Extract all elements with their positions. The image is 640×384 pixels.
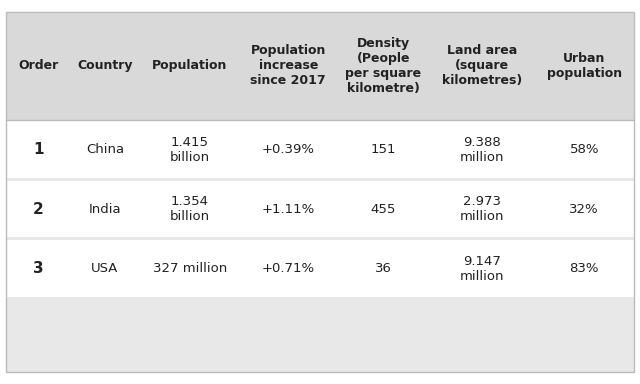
Text: 327 million: 327 million	[152, 262, 227, 275]
Text: Urban
population: Urban population	[547, 52, 622, 79]
Text: USA: USA	[92, 262, 119, 275]
Text: 1.415
billion: 1.415 billion	[170, 136, 210, 164]
Text: 455: 455	[371, 203, 396, 216]
Text: 2.973
million: 2.973 million	[460, 195, 504, 223]
Text: 151: 151	[371, 143, 396, 156]
Text: Density
(People
per square
kilometre): Density (People per square kilometre)	[346, 36, 422, 95]
Text: Order: Order	[18, 59, 58, 72]
Text: Country: Country	[77, 59, 133, 72]
Text: 1: 1	[33, 142, 44, 157]
Text: Population
increase
since 2017: Population increase since 2017	[250, 44, 326, 87]
Text: 2: 2	[33, 202, 44, 217]
Bar	[6, 121, 634, 178]
Text: 1.354
billion: 1.354 billion	[170, 195, 210, 223]
Text: 32%: 32%	[570, 203, 599, 216]
Text: +0.39%: +0.39%	[262, 143, 315, 156]
Bar	[6, 240, 634, 297]
Text: +1.11%: +1.11%	[262, 203, 315, 216]
Text: 9.388
million: 9.388 million	[460, 136, 504, 164]
Text: India: India	[89, 203, 122, 216]
Text: 36: 36	[375, 262, 392, 275]
Text: 3: 3	[33, 261, 44, 276]
Bar	[6, 12, 634, 120]
Bar	[6, 181, 634, 237]
Text: +0.71%: +0.71%	[262, 262, 315, 275]
Text: 83%: 83%	[570, 262, 599, 275]
Text: 58%: 58%	[570, 143, 599, 156]
Text: Population: Population	[152, 59, 227, 72]
Text: China: China	[86, 143, 124, 156]
Text: 9.147
million: 9.147 million	[460, 255, 504, 283]
Text: Land area
(square
kilometres): Land area (square kilometres)	[442, 44, 522, 87]
